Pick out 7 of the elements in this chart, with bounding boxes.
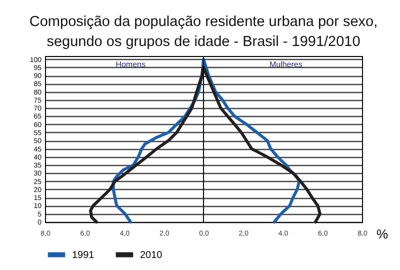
annotation: Mulheres (269, 60, 302, 69)
line-series (89, 66, 322, 224)
x-axis-title: % (376, 226, 388, 242)
legend-label: 2010 (140, 250, 163, 261)
annotation: Homens (116, 60, 146, 69)
chart-title: Composição da população residente urbana por sexo, segundo os grupos de idade - Brasil - 1991/2010 (29, 14, 378, 50)
legend-label: 1991 (72, 250, 95, 261)
